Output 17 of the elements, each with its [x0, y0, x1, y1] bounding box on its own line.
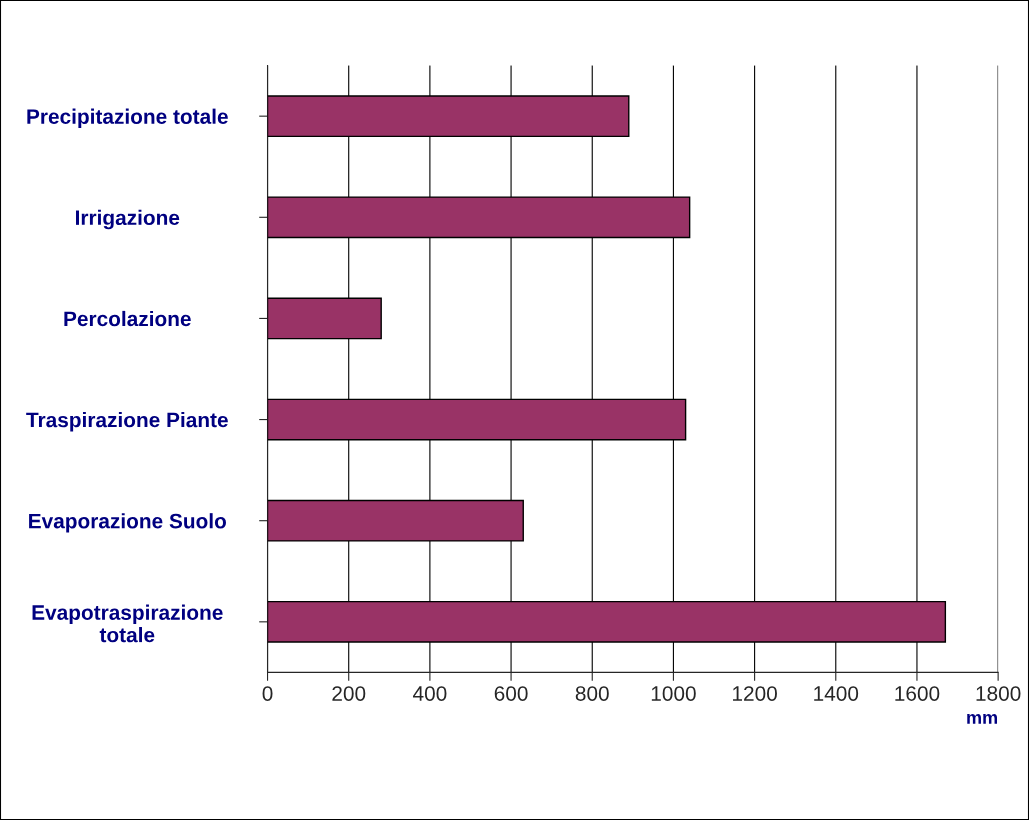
- y-tick-label: Irrigazione: [75, 209, 180, 230]
- x-tick-label: 1000: [651, 686, 696, 701]
- y-tick-label: Percolazione: [64, 310, 191, 327]
- x-tick-label: 400: [412, 686, 447, 701]
- x-tick-label: 800: [575, 686, 609, 701]
- y-tick-label: Precipitazione totale: [27, 108, 228, 129]
- y-tick-label: Evapotraspirazione totale: [32, 604, 223, 643]
- x-tick-label: 600: [494, 686, 528, 701]
- x-axis-title: mm: [967, 713, 998, 724]
- x-tick-label: 0: [262, 686, 273, 701]
- y-tick-label: Evaporazione Suolo: [29, 513, 227, 533]
- x-tick-label: 1200: [733, 686, 777, 701]
- x-tick-label: 1600: [895, 686, 940, 701]
- x-tick-label: 1800: [976, 686, 1021, 701]
- x-tick-label: 200: [332, 686, 366, 701]
- y-tick-label: Traspirazione Piante: [26, 412, 228, 432]
- x-tick-label: 1400: [814, 686, 859, 701]
